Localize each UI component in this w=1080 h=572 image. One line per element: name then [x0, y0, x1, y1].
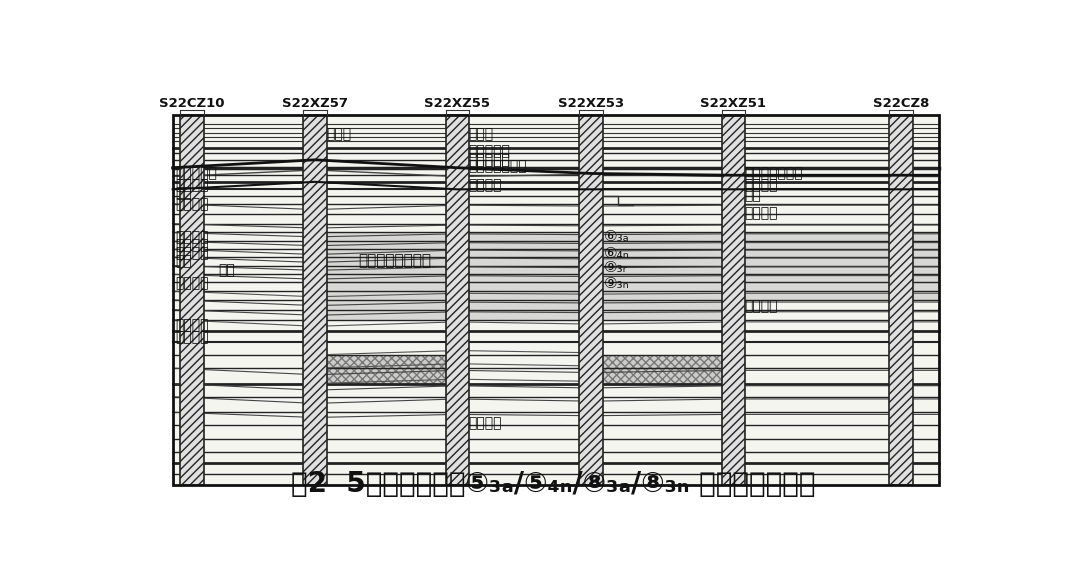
Text: 沙质粉土: 沙质粉土 [175, 230, 208, 244]
Bar [315, 232, 939, 249]
Text: S22XZ51: S22XZ51 [701, 97, 767, 110]
Text: S22XZ57: S22XZ57 [282, 97, 348, 110]
Text: 粉质粘土: 粉质粘土 [744, 178, 778, 192]
Text: ⑨₃ₙ: ⑨₃ₙ [604, 276, 630, 291]
Bar [315, 265, 939, 282]
Text: 粉质粘土: 粉质粘土 [175, 246, 208, 260]
Text: 玄武珑岩: 玄武珑岩 [468, 416, 501, 430]
Text: 粉质粘土: 粉质粘土 [175, 178, 208, 192]
Text: ⑨₃ᵣ: ⑨₃ᵣ [604, 260, 627, 275]
Text: 碐砂: 碐砂 [175, 255, 192, 268]
Text: 杂填土: 杂填土 [326, 127, 351, 141]
Text: S22CZ8: S22CZ8 [873, 97, 929, 110]
Text: 粉质粘土: 粉质粘土 [468, 178, 501, 192]
Text: S22CZ10: S22CZ10 [159, 97, 225, 110]
Text: ⑥₃ₐ: ⑥₃ₐ [604, 229, 630, 244]
Bar [580, 115, 603, 485]
Bar [180, 115, 204, 485]
Text: 粉质粘土: 粉质粘土 [744, 300, 778, 313]
Text: 滨填土: 滨填土 [468, 127, 494, 141]
Text: 基坑内承压水范围: 基坑内承压水范围 [357, 253, 431, 268]
Text: S22XZ53: S22XZ53 [558, 97, 624, 110]
Text: 沙质粉土: 沙质粉土 [175, 238, 208, 252]
Text: 图2  5号线车站左线⑤₃ₐ/⑤₄ₙ/⑧₃ₐ/⑧₃ₙ 层承压水分布图: 图2 5号线车站左线⑤₃ₐ/⑤₄ₙ/⑧₃ₐ/⑧₃ₙ 层承压水分布图 [292, 470, 815, 498]
Text: 粉砂: 粉砂 [218, 263, 235, 277]
Text: 粘土: 粘土 [175, 186, 192, 200]
Text: S22XZ55: S22XZ55 [424, 97, 490, 110]
Text: ⑥₄ₙ: ⑥₄ₙ [604, 246, 630, 261]
Text: 淤泥质粋质粘土: 淤泥质粋质粘土 [468, 160, 527, 173]
Text: 玄武珑岩: 玄武珑岩 [175, 318, 208, 332]
Text: 淤泥质粘土: 淤泥质粘土 [468, 153, 510, 167]
Text: 粉质粘土: 粉质粘土 [744, 206, 778, 220]
Bar [173, 115, 939, 485]
Text: 玄武珑岩: 玄武珑岩 [175, 330, 208, 344]
Bar [315, 249, 939, 265]
Bar [315, 282, 939, 300]
Bar [446, 115, 469, 485]
Text: 淤泥质粘土: 淤泥质粘土 [175, 166, 217, 180]
Bar [315, 300, 733, 320]
Bar [303, 115, 326, 485]
Bar [721, 115, 745, 485]
Text: 粉质粘土: 粉质粘土 [175, 277, 208, 291]
Text: 淤泥质粋质粘土: 淤泥质粋质粘土 [744, 166, 802, 180]
Text: 淤泥质粘土: 淤泥质粘土 [468, 144, 510, 158]
Bar [889, 115, 913, 485]
Text: 粉质粘土: 粉质粘土 [175, 197, 208, 211]
Bar [591, 355, 733, 368]
Bar [173, 115, 939, 485]
Bar [315, 368, 457, 384]
Bar [315, 355, 457, 368]
Bar [591, 368, 733, 384]
Text: 粘土: 粘土 [744, 188, 761, 202]
